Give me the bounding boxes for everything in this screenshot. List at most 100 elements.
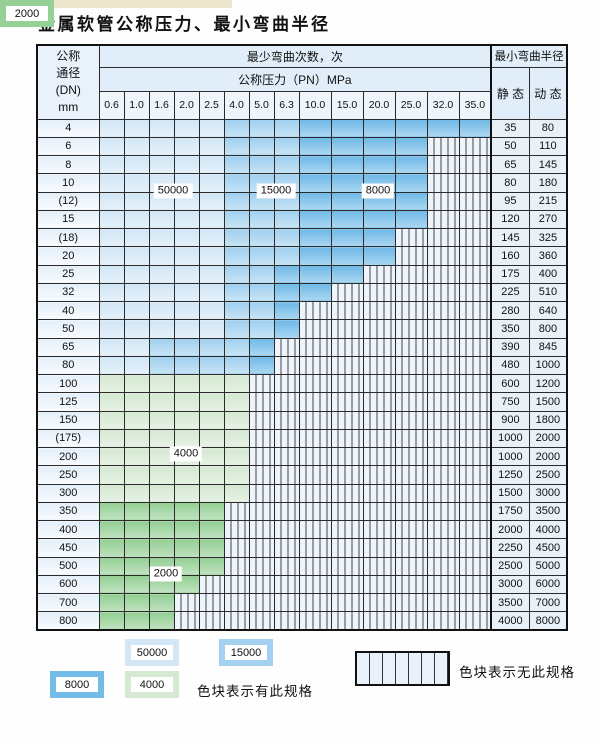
spec-cell bbox=[362, 209, 396, 230]
table-row: 450 2250 4500 bbox=[36, 538, 568, 558]
table-row: 350 1750 3500 bbox=[36, 501, 568, 522]
spec-cell bbox=[223, 282, 250, 303]
spec-cell bbox=[123, 428, 150, 449]
no-spec-cell bbox=[394, 410, 428, 430]
spec-cell bbox=[148, 227, 175, 248]
no-spec-cell bbox=[248, 592, 275, 613]
spec-cell bbox=[330, 209, 364, 230]
no-spec-cell bbox=[394, 611, 428, 631]
spec-cell bbox=[148, 410, 175, 430]
spec-cell bbox=[123, 519, 150, 540]
dynamic-radius-cell: 2000 bbox=[528, 428, 568, 449]
static-radius-cell: 750 bbox=[490, 392, 530, 412]
spec-cell bbox=[173, 392, 200, 412]
dynamic-radius-cell: 1000 bbox=[528, 355, 568, 376]
spec-cell bbox=[362, 118, 396, 138]
spec-cell bbox=[98, 574, 125, 595]
no-spec-cell bbox=[426, 446, 460, 467]
spec-cell bbox=[123, 154, 150, 175]
spec-cell bbox=[98, 136, 125, 157]
no-spec-cell bbox=[394, 392, 428, 412]
spec-cell bbox=[98, 592, 125, 613]
spec-cell bbox=[198, 519, 225, 540]
no-spec-cell bbox=[458, 611, 492, 631]
spec-cell bbox=[98, 556, 125, 576]
table-row: 6 50 110 bbox=[36, 136, 568, 157]
no-spec-cell bbox=[394, 373, 428, 394]
static-radius-cell: 3500 bbox=[490, 592, 530, 613]
spec-cell bbox=[298, 264, 332, 284]
no-spec-cell bbox=[298, 592, 332, 613]
no-spec-cell bbox=[330, 337, 364, 357]
dynamic-radius-cell: 215 bbox=[528, 191, 568, 211]
spec-cell bbox=[148, 538, 175, 558]
dynamic-radius-cell: 270 bbox=[528, 209, 568, 230]
spec-cell bbox=[273, 246, 300, 266]
dn-cell: 8 bbox=[36, 154, 100, 175]
spec-cell bbox=[298, 118, 332, 138]
table-row: 80 480 1000 bbox=[36, 355, 568, 376]
no-spec-cell bbox=[273, 373, 300, 394]
no-spec-cell bbox=[298, 392, 332, 412]
dn-cell: 15 bbox=[36, 209, 100, 230]
dynamic-radius-cell: 80 bbox=[528, 118, 568, 138]
spec-cell bbox=[123, 173, 150, 193]
no-spec-cell bbox=[362, 574, 396, 595]
spec-cell bbox=[198, 556, 225, 576]
no-spec-cell bbox=[362, 282, 396, 303]
pressure-col-header: 20.0 bbox=[362, 90, 396, 120]
no-spec-cell bbox=[458, 246, 492, 266]
static-radius-cell: 80 bbox=[490, 173, 530, 193]
spec-cell bbox=[248, 246, 275, 266]
spec-cell bbox=[98, 501, 125, 522]
table-row: 8 65 145 bbox=[36, 154, 568, 175]
no-spec-cell bbox=[298, 574, 332, 595]
no-spec-cell bbox=[298, 446, 332, 467]
no-spec-cell bbox=[426, 556, 460, 576]
spec-cell bbox=[123, 246, 150, 266]
spec-cell bbox=[394, 118, 428, 138]
no-spec-cell bbox=[273, 355, 300, 376]
table-row: 65 390 845 bbox=[36, 337, 568, 357]
spec-cell bbox=[330, 264, 364, 284]
no-spec-cell bbox=[330, 319, 364, 339]
cycle-count-annotation: 2000 bbox=[149, 566, 183, 582]
no-spec-cell bbox=[426, 355, 460, 376]
legend-swatch-50000: 50000 bbox=[125, 639, 179, 666]
no-spec-cell bbox=[394, 465, 428, 485]
dn-cell: 400 bbox=[36, 519, 100, 540]
dn-cell: 20 bbox=[36, 246, 100, 266]
spec-cell bbox=[458, 118, 492, 138]
no-spec-cell bbox=[458, 355, 492, 376]
static-radius-cell: 35 bbox=[490, 118, 530, 138]
spec-cell bbox=[394, 191, 428, 211]
spec-cell bbox=[198, 118, 225, 138]
spec-cell bbox=[248, 136, 275, 157]
no-spec-cell bbox=[273, 428, 300, 449]
spec-cell bbox=[394, 209, 428, 230]
spec-cell bbox=[173, 428, 200, 449]
no-spec-cell bbox=[362, 611, 396, 631]
spec-cell bbox=[223, 227, 250, 248]
spec-table: 公称 通径 (DN) mm 最少弯曲次数，次 最小弯曲半径 公称压力（PN）MPa 静… bbox=[36, 44, 569, 631]
no-spec-cell bbox=[248, 538, 275, 558]
spec-cell bbox=[148, 446, 175, 467]
no-spec-cell bbox=[458, 538, 492, 558]
table-row: 100 600 1200 bbox=[36, 373, 568, 394]
dn-cell: 50 bbox=[36, 319, 100, 339]
static-radius-cell: 350 bbox=[490, 319, 530, 339]
dynamic-radius-cell: 510 bbox=[528, 282, 568, 303]
spec-cell bbox=[198, 465, 225, 485]
spec-cell bbox=[223, 136, 250, 157]
no-spec-cell bbox=[458, 191, 492, 211]
spec-cell bbox=[198, 173, 225, 193]
header-row-cycles: 公称 通径 (DN) mm 最少弯曲次数，次 最小弯曲半径 bbox=[36, 44, 568, 120]
table-row: 25 175 400 bbox=[36, 264, 568, 284]
no-spec-cell bbox=[362, 392, 396, 412]
spec-cell bbox=[148, 136, 175, 157]
no-spec-cell bbox=[298, 538, 332, 558]
no-spec-cell bbox=[362, 465, 396, 485]
no-spec-cell bbox=[362, 519, 396, 540]
no-spec-cell bbox=[298, 501, 332, 522]
no-spec-cell bbox=[426, 264, 460, 284]
